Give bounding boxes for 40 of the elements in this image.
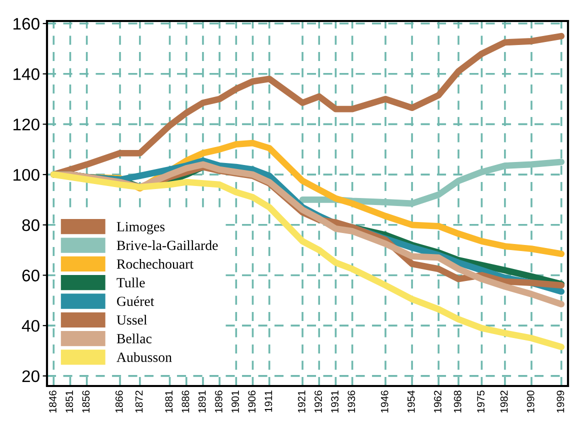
x-tick-label: 1906 xyxy=(248,390,256,413)
legend-label: Aubusson xyxy=(116,352,172,362)
x-tick-label: 1881 xyxy=(165,390,173,413)
legend-label: Tulle xyxy=(116,278,145,288)
y-tick-label: 140 xyxy=(14,68,40,80)
x-tick-label: 1846 xyxy=(49,390,56,413)
y-tick-label: 80 xyxy=(22,219,40,232)
y-tick-label: 120 xyxy=(14,118,40,130)
x-tick-label: 1851 xyxy=(66,390,74,413)
x-tick-label: 1962 xyxy=(434,390,442,413)
x-tick-label: 1886 xyxy=(182,390,190,413)
x-tick-label: 1866 xyxy=(115,390,123,413)
x-tick-label: 1921 xyxy=(298,390,306,413)
x-tick-label: 1968 xyxy=(454,390,462,413)
x-tick-label: 1896 xyxy=(214,390,222,413)
legend-label: Limoges xyxy=(116,222,165,234)
x-tick-label: 1926 xyxy=(314,390,322,413)
x-tick-label: 1990 xyxy=(526,390,534,413)
x-tick-label: 1911 xyxy=(264,390,272,412)
legend-label: Ussel xyxy=(116,314,148,325)
y-tick-label: 60 xyxy=(22,270,40,282)
legend-label: Rochechouart xyxy=(116,258,194,269)
legend-label: Brive-la-Gaillarde xyxy=(116,240,218,250)
x-tick-label: 1936 xyxy=(348,390,356,413)
y-tick-label: 40 xyxy=(22,320,40,332)
y-tick-label: 100 xyxy=(14,168,40,181)
x-tick-label: 1954 xyxy=(407,390,415,413)
x-tick-label: 1999 xyxy=(556,390,564,413)
x-tick-label: 1856 xyxy=(82,390,90,413)
x-tick-label: 1946 xyxy=(380,390,388,413)
x-tick-label: 1891 xyxy=(198,390,206,413)
y-tick-label: 20 xyxy=(22,370,40,382)
x-tick-label: 1872 xyxy=(135,390,143,413)
x-tick-label: 1901 xyxy=(232,390,239,413)
x-tick-label: 1982 xyxy=(500,390,508,413)
x-tick-label: 1975 xyxy=(477,390,485,413)
legend-label: Bellac xyxy=(116,334,152,344)
y-tick-label: 160 xyxy=(14,18,40,30)
legend-label: Guéret xyxy=(117,296,154,306)
x-tick-label: 1931 xyxy=(331,390,339,413)
